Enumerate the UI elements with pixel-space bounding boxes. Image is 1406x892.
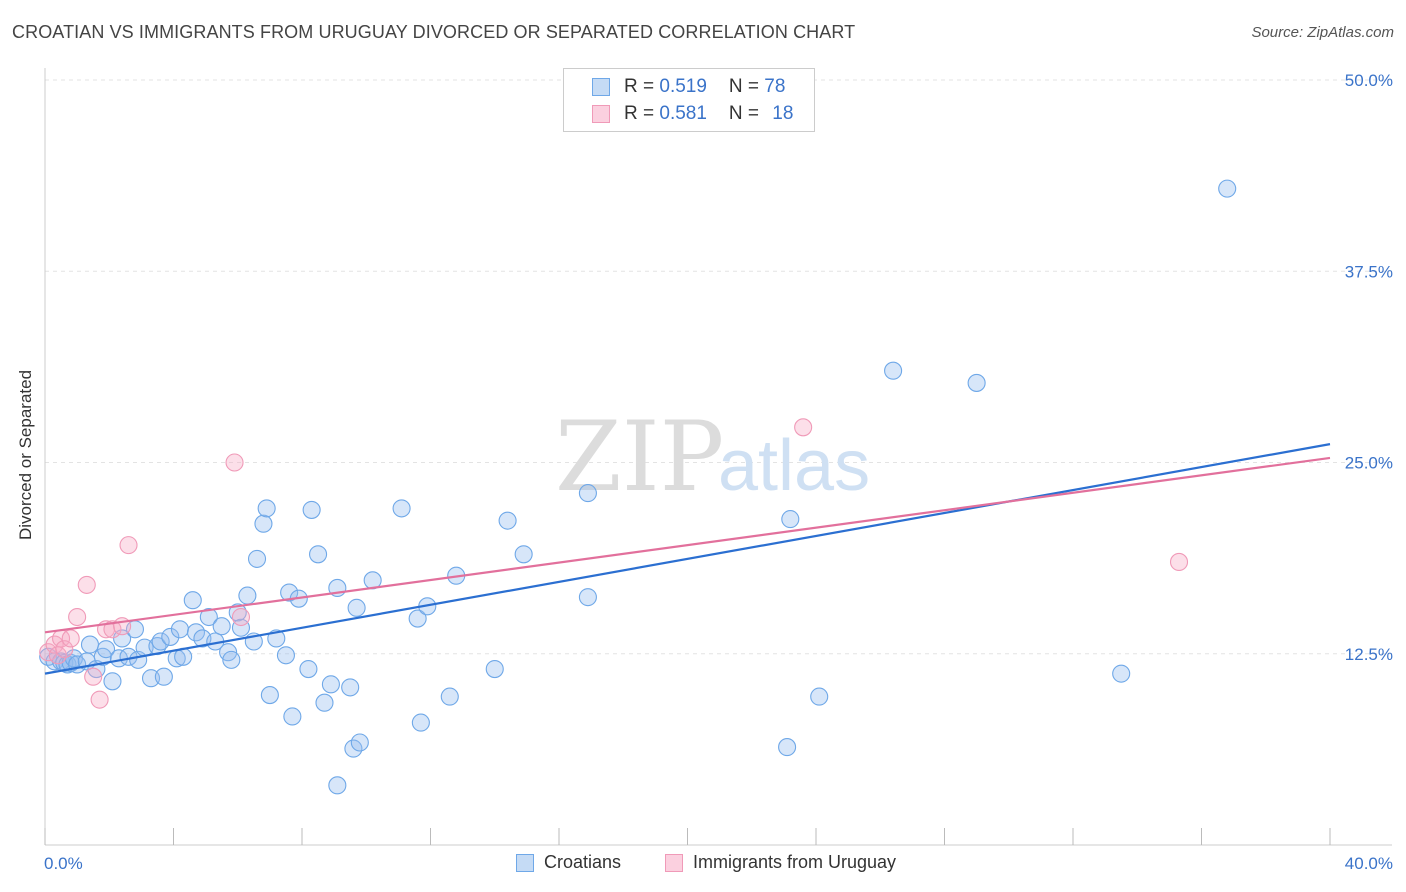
- point-croatians: [781, 510, 800, 529]
- point-croatians: [967, 373, 986, 392]
- point-croatians: [1112, 664, 1131, 683]
- watermark-atlas: atlas: [718, 426, 870, 506]
- point-croatians: [778, 738, 797, 757]
- point-croatians: [341, 678, 360, 697]
- trend-line-uruguay: [44, 456, 1331, 634]
- point-croatians: [154, 667, 173, 686]
- point-croatians: [498, 511, 517, 530]
- watermark-zip: ZIP: [555, 401, 724, 513]
- point-croatians: [222, 650, 241, 669]
- legend-r-value: 0.581: [659, 103, 707, 124]
- x-tick-label: 40.0%: [1345, 854, 1393, 873]
- point-croatians: [96, 640, 116, 659]
- point-uruguay: [103, 620, 122, 639]
- point-croatians: [810, 687, 829, 706]
- bottom-legend-label: Croatians: [544, 852, 622, 872]
- point-croatians: [315, 693, 334, 712]
- point-uruguay: [1169, 552, 1189, 572]
- legend-swatch-blue: [592, 78, 610, 96]
- legend-n-value: 18: [772, 103, 794, 124]
- point-croatians: [260, 686, 279, 705]
- bottom-legend-swatch-pink: [665, 853, 683, 872]
- point-croatians: [347, 598, 366, 617]
- point-croatians: [257, 499, 276, 518]
- point-croatians: [247, 549, 267, 568]
- point-croatians: [578, 588, 597, 607]
- point-croatians: [151, 632, 170, 651]
- point-croatians: [238, 586, 257, 605]
- point-uruguay: [794, 418, 813, 437]
- bottom-legend-label: Immigrants from Uruguay: [693, 852, 897, 872]
- point-uruguay: [61, 629, 80, 648]
- bottom-legend-uruguay: Immigrants from Uruguay: [665, 852, 896, 873]
- point-uruguay: [84, 667, 103, 686]
- point-croatians: [299, 659, 318, 679]
- point-croatians: [161, 627, 180, 646]
- point-uruguay: [119, 536, 138, 555]
- point-croatians: [280, 583, 299, 602]
- grid-lines: [45, 79, 1392, 655]
- y-tick-label: 25.0%: [1345, 454, 1393, 473]
- bottom-legend-croatians: Croatians: [516, 852, 621, 873]
- y-tick-label: 12.5%: [1345, 645, 1393, 664]
- legend-r-label: R =: [624, 103, 660, 124]
- point-croatians: [514, 545, 533, 564]
- y-tick-label: 50.0%: [1345, 71, 1393, 90]
- point-croatians: [199, 607, 218, 627]
- legend: R = 0.519 N = 78 R = 0.581 N = 18: [563, 68, 815, 132]
- point-uruguay: [90, 690, 109, 709]
- point-croatians: [283, 707, 302, 726]
- trend-lines: [44, 443, 1331, 675]
- point-croatians: [80, 635, 100, 654]
- y-tick-label: 37.5%: [1345, 262, 1393, 281]
- point-croatians: [578, 484, 597, 503]
- axes: [44, 68, 1392, 846]
- point-croatians: [309, 545, 328, 564]
- legend-row-uruguay: R = 0.581 N = 18: [592, 102, 793, 126]
- point-croatians: [321, 675, 340, 694]
- point-croatians: [183, 591, 202, 610]
- point-croatians: [276, 646, 295, 665]
- point-croatians: [350, 733, 369, 752]
- legend-r-value: 0.519: [659, 76, 707, 97]
- point-uruguay: [77, 575, 96, 594]
- point-croatians: [485, 659, 504, 679]
- legend-n-label: N =: [728, 103, 765, 124]
- point-croatians: [392, 499, 411, 518]
- legend-r-label: R =: [624, 76, 660, 97]
- legend-n-value: 78: [764, 76, 786, 97]
- point-croatians: [328, 776, 347, 795]
- x-tick-label: 0.0%: [44, 854, 83, 873]
- point-croatians: [254, 514, 273, 533]
- point-croatians: [1218, 179, 1237, 198]
- source-label: Source: ZipAtlas.com: [1251, 24, 1394, 41]
- point-croatians: [440, 687, 459, 706]
- legend-swatch-pink: [592, 105, 610, 123]
- trend-line-croatians: [44, 443, 1331, 675]
- point-uruguay: [55, 640, 74, 659]
- point-croatians: [408, 609, 427, 628]
- legend-row-croatians: R = 0.519 N = 78: [592, 75, 785, 99]
- point-uruguay: [68, 607, 87, 627]
- point-croatians: [411, 713, 430, 732]
- point-croatians: [170, 620, 189, 639]
- bottom-legend-swatch-blue: [516, 853, 534, 872]
- point-croatians: [212, 617, 231, 636]
- chart-title: CROATIAN VS IMMIGRANTS FROM URUGUAY DIVO…: [12, 22, 856, 42]
- tick-labels: 12.5% 25.0% 37.5% 50.0% 0.0% 40.0%: [44, 71, 1393, 873]
- point-croatians: [231, 618, 251, 637]
- point-croatians: [302, 500, 321, 519]
- data-points: [39, 179, 1237, 795]
- point-uruguay: [225, 453, 244, 472]
- legend-n-label: N =: [728, 76, 765, 97]
- point-uruguay: [231, 607, 251, 627]
- point-croatians: [103, 672, 122, 691]
- point-croatians: [884, 361, 903, 380]
